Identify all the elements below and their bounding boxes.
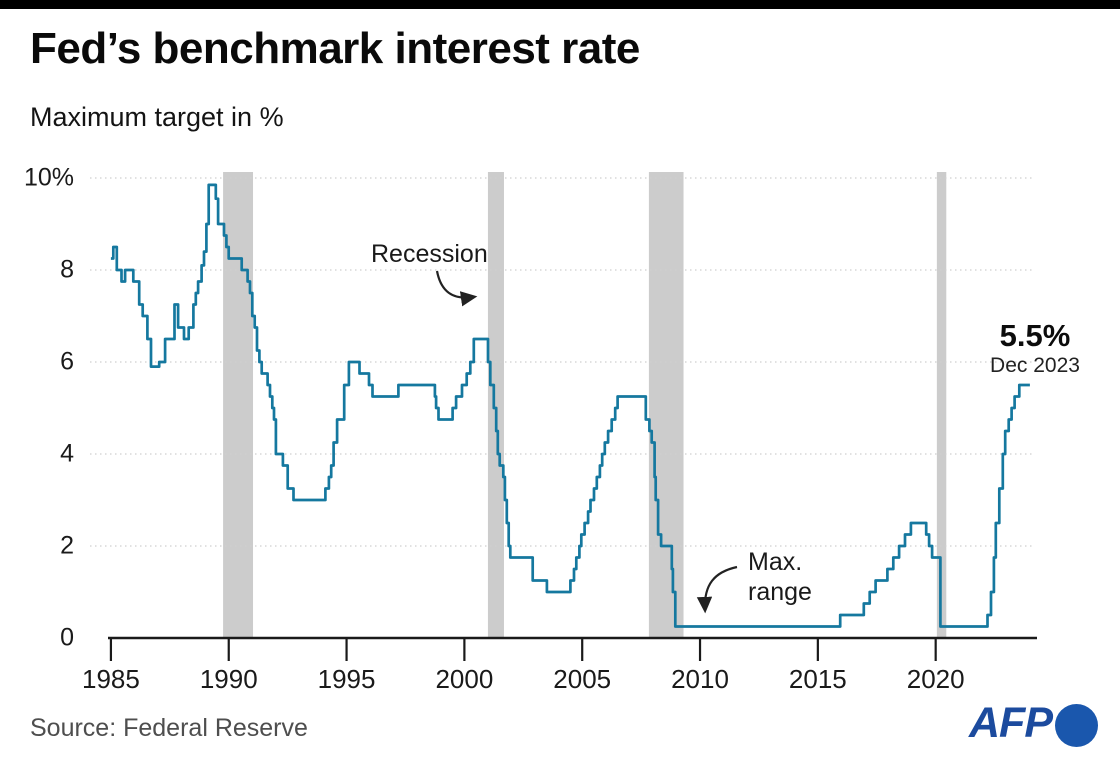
max-range-arrow (696, 565, 738, 614)
y-tick-label: 4 (60, 440, 74, 468)
latest-rate-value: 5.5% (999, 318, 1071, 353)
x-tick-label: 2000 (435, 664, 493, 694)
axis-tick-labels: 10% 8 6 4 2 0 1985 1990 1995 2000 2005 2010 2015 2020 (24, 164, 965, 694)
y-tick-label: 2 (60, 532, 74, 560)
top-black-bar (0, 0, 1120, 9)
recession-bands (223, 172, 947, 638)
rate-line (110, 183, 1030, 628)
recession-band (648, 172, 684, 638)
recession-annotation: Recession (371, 240, 488, 268)
y-tick-label: 0 (60, 624, 74, 652)
y-tick-label: 8 (60, 256, 74, 284)
x-tick-label: 2020 (907, 664, 965, 694)
chart-subtitle: Maximum target in % (30, 102, 284, 132)
max-range-line1: Max. (748, 548, 803, 576)
x-tick-label: 2005 (553, 664, 611, 694)
afp-logo-text: AFP (969, 699, 1053, 747)
recession-band (936, 172, 947, 638)
afp-logo: AFP (969, 699, 1098, 748)
x-tick-label: 2010 (671, 664, 729, 694)
x-tick-label: 1995 (318, 664, 376, 694)
x-tick-label: 1990 (200, 664, 258, 694)
annotation-arrows (435, 270, 738, 614)
y-tick-label: 10% (24, 164, 74, 192)
source-credit: Source: Federal Reserve (30, 714, 308, 742)
recession-arrow (435, 270, 478, 307)
rate-step-path (110, 183, 1030, 628)
afp-logo-circle-icon (1055, 704, 1098, 747)
y-tick-label: 6 (60, 348, 74, 376)
chart-title: Fed’s benchmark interest rate (30, 24, 640, 73)
x-tick-label: 1985 (82, 664, 140, 694)
x-tick-label: 2015 (789, 664, 847, 694)
x-axis (108, 636, 1037, 661)
max-range-annotation: Max. range (748, 547, 812, 607)
recession-band (487, 172, 504, 638)
max-range-line2: range (748, 578, 812, 606)
latest-rate-date: Dec 2023 (990, 354, 1080, 377)
